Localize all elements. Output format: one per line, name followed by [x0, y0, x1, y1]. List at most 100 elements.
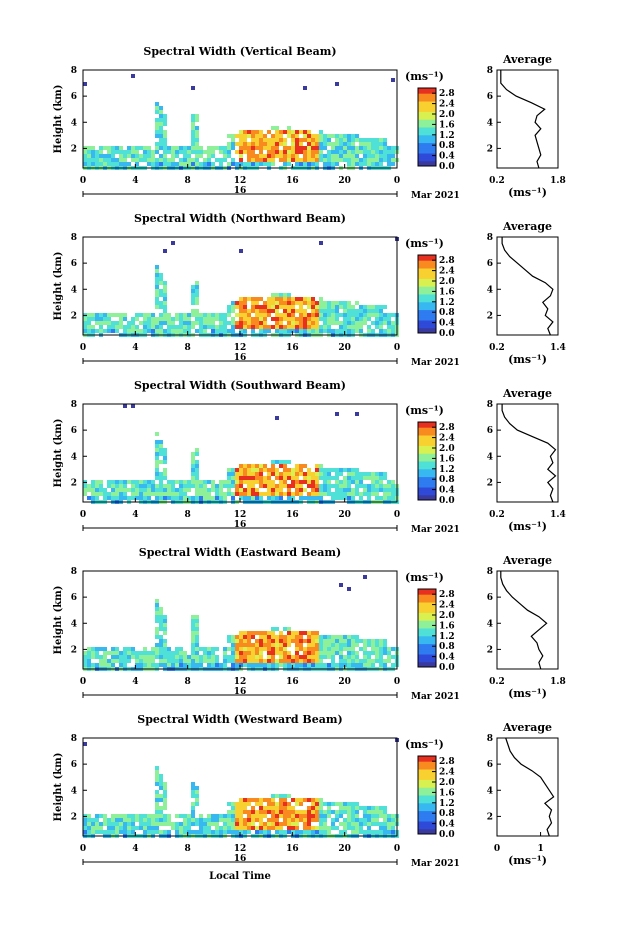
heatmap-cell [263, 814, 267, 818]
heatmap-cell [195, 476, 199, 480]
heatmap-cell [159, 798, 163, 802]
heatmap-cell [367, 146, 371, 150]
heatmap-cell [363, 822, 367, 826]
heatmap-cell [271, 806, 275, 810]
heatmap-cell [195, 627, 199, 631]
heatmap-cell [331, 154, 335, 158]
heatmap-cell [159, 118, 163, 122]
heatmap-cell [283, 830, 287, 834]
heatmap-cell [91, 146, 95, 150]
heatmap-cell [231, 639, 235, 643]
heatmap-cell [211, 659, 215, 663]
heatmap-cell [263, 154, 267, 158]
heatmap-cell [259, 822, 263, 826]
heatmap-cell [131, 329, 135, 333]
heatmap-cell [159, 651, 163, 655]
heatmap-cell [307, 798, 311, 802]
heatmap-cell [171, 488, 175, 492]
heatmap-cell [163, 651, 167, 655]
colorbar-segment [418, 487, 436, 491]
heatmap-cell [227, 830, 231, 834]
heatmap-cell [159, 810, 163, 814]
colorbar-segment [418, 111, 436, 115]
colorbar-segment [418, 124, 436, 128]
heatmap-cell [335, 651, 339, 655]
heatmap-cell [123, 158, 127, 162]
heatmap-cell [231, 822, 235, 826]
heatmap-cell [235, 651, 239, 655]
heatmap-cell [295, 321, 299, 325]
colorbar-segment [418, 307, 436, 311]
heatmap-cell [363, 488, 367, 492]
heatmap-cell [303, 639, 307, 643]
heatmap-cell [303, 480, 307, 484]
heatmap-cell [347, 818, 351, 822]
colorbar-frame [417, 588, 437, 668]
heatmap-cell [91, 651, 95, 655]
heatmap-cell [275, 826, 279, 830]
heatmap-cell [247, 822, 251, 826]
heatmap-cell [287, 810, 291, 814]
heatmap-cell [235, 472, 239, 476]
heatmap-cell [195, 285, 199, 289]
heatmap-cell [199, 325, 203, 329]
heatmap-cell [259, 818, 263, 822]
heatmap-cell [199, 826, 203, 830]
heatmap-cell [343, 468, 347, 472]
heatmap-cell [143, 325, 147, 329]
heatmap-cell [351, 639, 355, 643]
heatmap-cell [115, 484, 119, 488]
heatmap-cell [155, 778, 159, 782]
x-tick-label: 8 [185, 844, 191, 854]
heatmap-cell [143, 158, 147, 162]
heatmap-cell [243, 321, 247, 325]
heatmap-cell [175, 659, 179, 663]
heatmap-cell [279, 134, 283, 138]
heatmap-cell [119, 663, 123, 667]
heatmap-cell [303, 86, 307, 90]
heatmap-cell [255, 643, 259, 647]
heatmap-cell [191, 480, 195, 484]
y-tick-label: 4 [71, 118, 77, 128]
heatmap-cell [315, 476, 319, 480]
heatmap-cell [275, 627, 279, 631]
heatmap-cell [331, 643, 335, 647]
heatmap-cell [135, 317, 139, 321]
heatmap-cell [367, 826, 371, 830]
heatmap-cell [251, 464, 255, 468]
heatmap-cell [319, 146, 323, 150]
heatmap-cell [391, 158, 395, 162]
heatmap-cell [219, 814, 223, 818]
heatmap-cell [335, 82, 339, 86]
heatmap-cell [159, 806, 163, 810]
date-label: Mar 2021 [411, 859, 460, 869]
heatmap-cell [255, 496, 259, 500]
heatmap-cell [315, 321, 319, 325]
heatmap-cell [195, 647, 199, 651]
y-tick-label: 2 [71, 144, 77, 154]
heatmap-cell [291, 798, 295, 802]
heatmap-cell [263, 631, 267, 635]
heatmap-cell [159, 289, 163, 293]
heatmap-cell [91, 484, 95, 488]
heatmap-cell [275, 794, 279, 798]
heatmap-cell [155, 448, 159, 452]
heatmap-cell [131, 822, 135, 826]
heatmap-cell [95, 496, 99, 500]
colorbar-segment [418, 813, 436, 817]
heatmap-cell [359, 162, 363, 166]
heatmap-cell [163, 476, 167, 480]
heatmap-cell [159, 134, 163, 138]
colorbar-segment [418, 325, 436, 329]
heatmap-cell [279, 810, 283, 814]
heatmap-cell [255, 325, 259, 329]
heatmap-cell [183, 659, 187, 663]
heatmap-cell [191, 623, 195, 627]
heatmap-cell [179, 814, 183, 818]
heatmap-cell [323, 480, 327, 484]
heatmap-cell [367, 492, 371, 496]
figure-xlabel: Local Time [209, 871, 271, 882]
heatmap-cell [319, 313, 323, 317]
heatmap-cell [375, 158, 379, 162]
heatmap-cell [155, 432, 159, 436]
